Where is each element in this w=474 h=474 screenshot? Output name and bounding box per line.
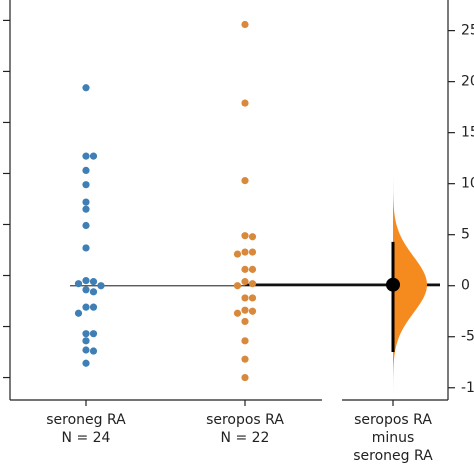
data-point — [248, 307, 257, 315]
data-point — [241, 265, 249, 273]
data-point — [89, 278, 98, 286]
data-point — [248, 248, 257, 256]
x-tick-label: seroneg RA — [46, 412, 126, 428]
data-point — [248, 265, 257, 273]
count-label: N = 22 — [221, 430, 270, 446]
data-point — [241, 232, 249, 240]
y2-tick-label: 25 — [461, 23, 474, 39]
data-point — [241, 306, 249, 314]
diff-label: seroneg RA — [353, 448, 433, 464]
data-point — [248, 233, 257, 241]
data-point — [241, 373, 249, 382]
data-point — [233, 250, 242, 258]
data-point — [241, 177, 249, 185]
data-point — [241, 278, 249, 286]
y2-tick-label: 20 — [461, 74, 474, 90]
data-point — [82, 244, 90, 252]
data-point — [82, 84, 90, 92]
data-point — [82, 337, 90, 345]
data-point — [82, 330, 90, 338]
data-point — [241, 317, 249, 326]
data-point — [89, 288, 98, 296]
data-point — [82, 221, 90, 230]
y2-tick-label: 0 — [461, 278, 470, 294]
data-point — [248, 280, 257, 288]
data-point — [241, 337, 249, 345]
data-point — [82, 346, 90, 354]
data-point — [82, 152, 90, 160]
data-point — [89, 303, 98, 311]
data-point — [89, 152, 98, 160]
data-point — [233, 309, 242, 317]
data-point — [97, 282, 105, 290]
data-point — [241, 20, 249, 29]
data-point — [248, 294, 257, 302]
data-point — [233, 282, 242, 290]
y2-tick-label: 5 — [461, 227, 470, 243]
data-point — [89, 347, 98, 355]
data-point — [82, 303, 90, 311]
data-point — [241, 355, 249, 363]
data-point — [241, 248, 249, 256]
data-point — [241, 294, 249, 302]
data-point — [82, 359, 90, 367]
count-label: N = 24 — [62, 430, 111, 446]
data-point — [82, 286, 90, 294]
data-point — [241, 99, 249, 107]
effect-point — [386, 277, 400, 292]
data-point — [74, 309, 83, 317]
data-point — [82, 277, 90, 285]
y2-tick-label: 15 — [461, 125, 474, 141]
data-point — [82, 181, 90, 189]
diff-label: minus — [372, 430, 415, 446]
data-point — [82, 198, 90, 206]
effect-distribution — [393, 172, 427, 398]
data-point — [82, 205, 90, 213]
y2-tick-label: -10 — [461, 380, 474, 396]
y2-tick-label: -5 — [461, 329, 474, 345]
data-point — [82, 166, 90, 175]
data-point — [74, 280, 83, 288]
y2-tick-label: 10 — [461, 176, 474, 192]
diff-label: seropos RA — [354, 412, 432, 428]
x-tick-label: seropos RA — [206, 412, 284, 428]
data-point — [89, 330, 98, 338]
